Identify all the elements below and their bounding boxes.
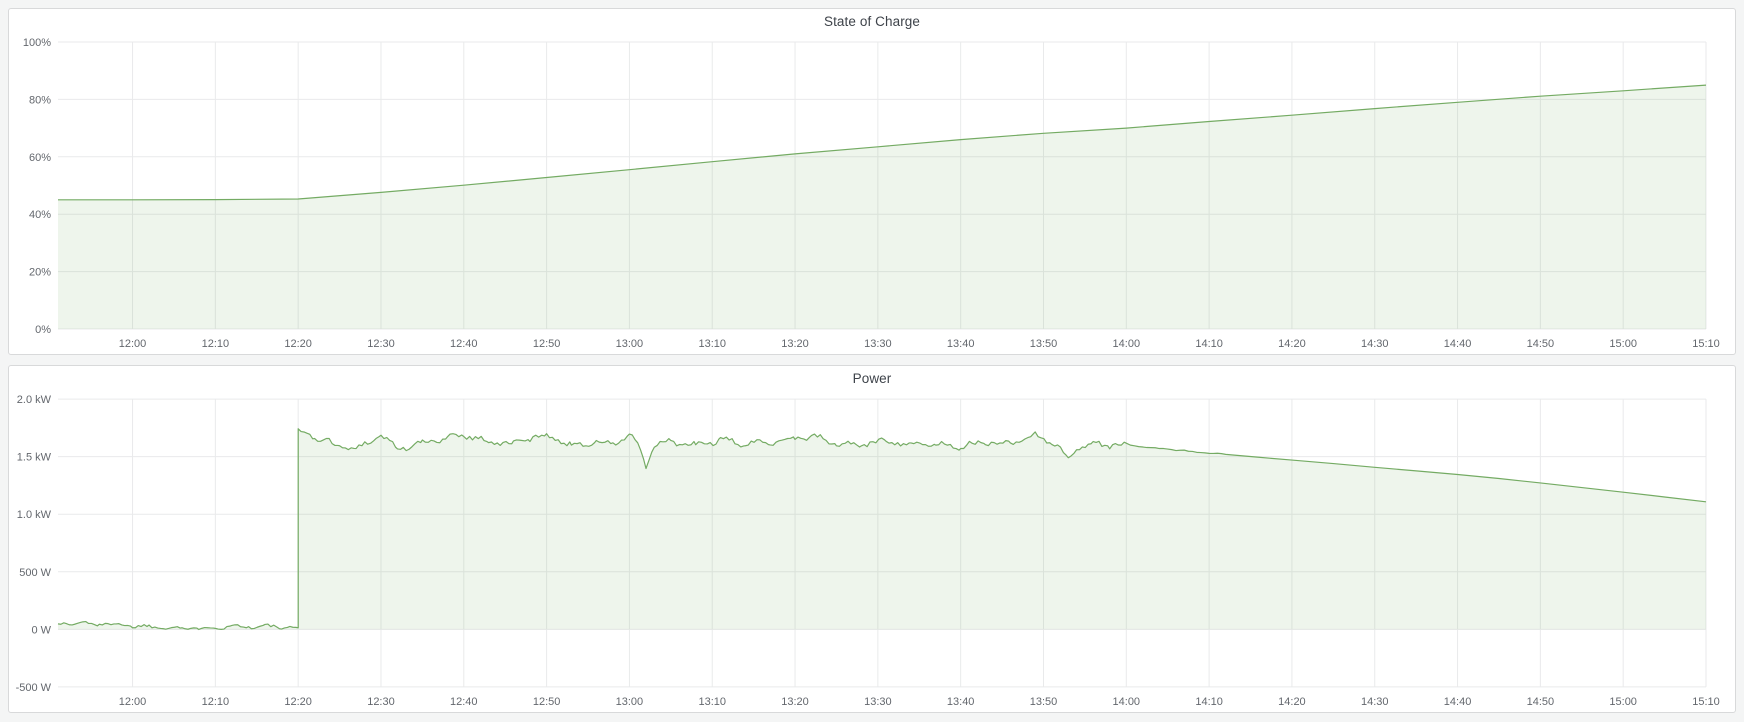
y-tick-label: 40% [29,209,51,221]
x-tick-label: 12:10 [202,338,230,350]
y-tick-label: 0% [35,324,51,336]
x-tick-label: 14:40 [1444,696,1471,708]
x-tick-label: 13:00 [616,338,644,350]
y-tick-label: -500 W [16,682,52,694]
x-tick-label: 13:30 [864,696,891,708]
x-tick-label: 12:00 [119,696,146,708]
x-tick-label: 14:30 [1361,696,1388,708]
series-fill [58,428,1706,630]
x-tick-label: 13:10 [698,696,725,708]
x-tick-label: 13:20 [781,338,809,350]
state-of-charge-chart[interactable]: 0%20%40%60%80%100%12:00 12:10 12:20 12:30 12… [9,9,1735,354]
x-tick-label: 12:50 [533,696,560,708]
x-tick-label: 14:10 [1195,696,1222,708]
x-tick-label: 14:50 [1527,696,1554,708]
panel-power: Power -500 W 0 W 500 W 1.0 kW 1.5 kW 2.0 kW 12… [8,365,1736,713]
x-tick-label: 14:20 [1278,338,1306,350]
x-tick-label: 15:10 [1692,338,1720,350]
x-tick-label: 13:30 [864,338,892,350]
x-tick-label: 13:40 [947,696,974,708]
series-fill [58,85,1706,329]
x-tick-label: 13:00 [616,696,643,708]
y-tick-label: 0 W [31,624,51,636]
y-tick-label: 2.0 kW [17,394,52,406]
grid [58,398,1707,688]
x-tick-label: 14:00 [1113,696,1140,708]
x-tick-label: 15:00 [1609,338,1637,350]
grid [58,41,1707,330]
x-tick-label: 12:10 [202,696,229,708]
x-tick-label: 13:10 [698,338,726,350]
x-tick-label: 14:40 [1444,338,1472,350]
y-axis: -500 W 0 W 500 W 1.0 kW 1.5 kW 2.0 kW [16,394,52,694]
y-tick-label: 100% [23,37,51,49]
y-tick-label: 500 W [19,567,51,579]
y-tick-label: 20% [29,267,51,279]
x-tick-label: 14:50 [1527,338,1555,350]
x-tick-label: 13:50 [1030,338,1058,350]
panel-state-of-charge: State of Charge 0% 20% 40% 60% 80% 100% 12:00 1… [8,8,1736,355]
y-tick-label: 60% [29,152,51,164]
x-tick-label: 12:40 [450,696,477,708]
x-tick-label: 12:20 [284,338,312,350]
x-tick-label: 12:30 [367,696,394,708]
x-tick-label: 13:20 [781,696,808,708]
x-tick-label: 14:30 [1361,338,1389,350]
x-tick-label: 14:10 [1195,338,1223,350]
x-tick-label: 12:30 [367,338,395,350]
y-tick-label: 1.0 kW [17,509,52,521]
x-tick-label: 13:40 [947,338,975,350]
x-tick-label: 13:50 [1030,696,1057,708]
y-axis: 0% 20% 40% 60% 80% 100% [23,37,51,336]
x-axis: 12:00 12:10 12:20 12:30 12:40 12:50 13:00 13:10… [119,696,1720,708]
y-tick-label: 80% [29,94,51,106]
x-tick-label: 12:50 [533,338,561,350]
x-tick-label: 12:40 [450,338,478,350]
panel-title-state-of-charge[interactable]: State of Charge [823,14,921,29]
x-tick-label: 14:00 [1113,338,1141,350]
series-line [57,428,1707,631]
x-tick-label: 12:20 [284,696,311,708]
x-tick-label: 12:00 [119,338,147,350]
panel-title-power[interactable]: Power [852,371,892,386]
x-axis: 12:00 12:10 12:20 12:30 12:40 12:50 13:00 13:10… [119,338,1720,350]
x-tick-label: 15:10 [1692,696,1719,708]
y-tick-label: 1.5 kW [17,452,52,464]
series-line [58,84,1707,201]
x-tick-label: 15:00 [1609,696,1636,708]
x-tick-label: 14:20 [1278,696,1305,708]
